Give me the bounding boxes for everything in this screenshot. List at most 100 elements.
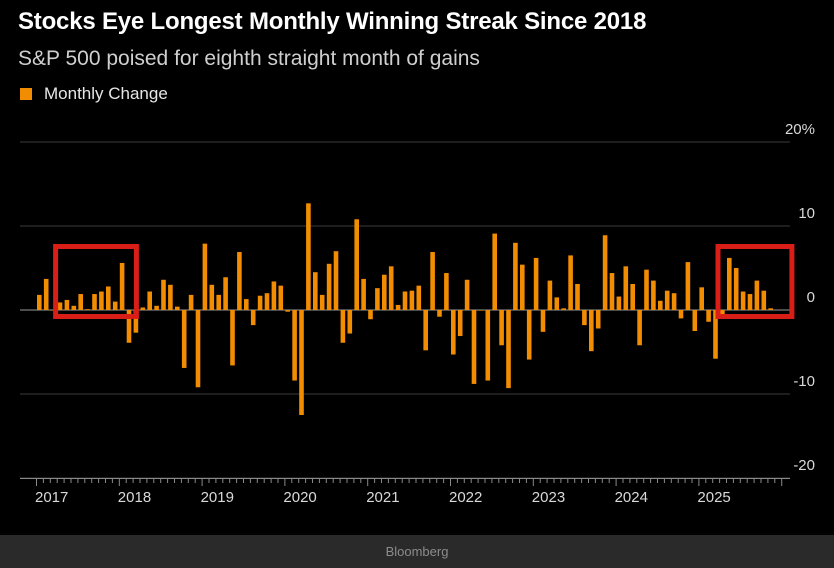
- bar: [395, 304, 401, 310]
- bar: [761, 290, 767, 310]
- bar: [671, 293, 677, 310]
- bar: [368, 310, 373, 320]
- bar: [237, 252, 242, 310]
- x-tick-label: 2024: [615, 489, 648, 506]
- bar: [375, 288, 380, 310]
- bar: [602, 235, 608, 310]
- x-tick-label: 2023: [532, 489, 565, 506]
- bar: [168, 284, 173, 310]
- highlight-box: [53, 244, 139, 319]
- legend: Monthly Change: [20, 84, 168, 104]
- x-tick-label: 2022: [449, 489, 482, 506]
- bar: [444, 273, 449, 310]
- x-tick-label: 2025: [697, 489, 730, 506]
- bar: [520, 264, 525, 310]
- bar: [409, 290, 415, 310]
- x-tick-label: 2021: [366, 489, 399, 506]
- bar: [326, 263, 332, 310]
- bar: [216, 294, 221, 310]
- bar: [264, 293, 270, 310]
- bar: [513, 242, 518, 310]
- bar: [230, 310, 235, 366]
- highlight-box: [715, 244, 795, 319]
- footer: Bloomberg: [0, 535, 834, 568]
- legend-label: Monthly Change: [44, 84, 168, 103]
- bar: [188, 294, 194, 310]
- bar: [340, 310, 346, 343]
- bar: [699, 287, 704, 310]
- bar: [471, 310, 477, 384]
- bar: [271, 281, 277, 310]
- bar: [685, 262, 691, 310]
- bar: [416, 285, 422, 310]
- bar: [244, 299, 249, 310]
- bar: [733, 268, 739, 310]
- x-tick-label: 2020: [283, 489, 316, 506]
- bar: [720, 310, 725, 317]
- bar: [609, 273, 615, 310]
- x-tick-label: 2018: [118, 489, 151, 506]
- bar: [747, 294, 753, 310]
- bar: [740, 291, 746, 310]
- bar: [568, 255, 573, 310]
- bar: [492, 233, 497, 310]
- bar: [554, 297, 560, 310]
- bar: [727, 257, 732, 310]
- bar: [223, 277, 228, 310]
- bar: [361, 278, 366, 310]
- bar-chart: 20% 10 0 -10 -20 2017 2018 2019 2020 2021 2022 2023…: [20, 121, 815, 506]
- bar: [106, 286, 111, 310]
- bar: [616, 296, 622, 310]
- bar: [651, 280, 656, 310]
- bar: [678, 310, 684, 319]
- bar: [457, 310, 463, 337]
- bar: [637, 310, 642, 346]
- bar: [250, 310, 256, 326]
- bar: [209, 284, 215, 310]
- bar: [126, 310, 132, 343]
- bar: [595, 310, 601, 329]
- legend-swatch: [20, 88, 32, 100]
- bar: [533, 257, 539, 310]
- bar: [133, 310, 139, 333]
- y-tick-label: 20%: [785, 121, 815, 138]
- x-tick-label: 2017: [35, 489, 68, 506]
- chart-subtitle: S&P 500 poised for eighth straight month…: [18, 47, 480, 70]
- bar: [202, 243, 208, 310]
- bar: [306, 203, 311, 310]
- bar: [437, 310, 442, 317]
- bar: [112, 301, 118, 310]
- bar: [451, 310, 456, 355]
- bar: [754, 280, 760, 310]
- bar: [547, 280, 553, 310]
- bar: [423, 310, 428, 351]
- bar: [319, 294, 325, 310]
- bar: [175, 306, 180, 310]
- bar: [382, 274, 387, 310]
- bar: [278, 285, 284, 310]
- bar: [692, 310, 698, 331]
- bar: [78, 294, 83, 310]
- bar: [99, 291, 104, 310]
- bar: [506, 310, 511, 389]
- bar: [499, 310, 504, 346]
- bar: [257, 295, 263, 310]
- bar: [37, 294, 42, 310]
- chart-title: Stocks Eye Longest Monthly Winning Strea…: [18, 8, 647, 35]
- bar: [285, 310, 290, 312]
- bar: [85, 309, 90, 310]
- bar: [430, 252, 435, 310]
- bar: [43, 278, 49, 310]
- bar: [195, 310, 201, 388]
- bar: [485, 310, 491, 381]
- y-tick-label: -10: [793, 373, 815, 390]
- bar: [388, 266, 394, 310]
- bar: [147, 291, 152, 310]
- bar: [57, 302, 63, 310]
- x-tick-label: 2019: [201, 489, 234, 506]
- bar: [658, 300, 663, 310]
- bar: [623, 266, 629, 310]
- bar: [540, 310, 546, 332]
- bar: [402, 291, 408, 310]
- bar: [664, 290, 670, 310]
